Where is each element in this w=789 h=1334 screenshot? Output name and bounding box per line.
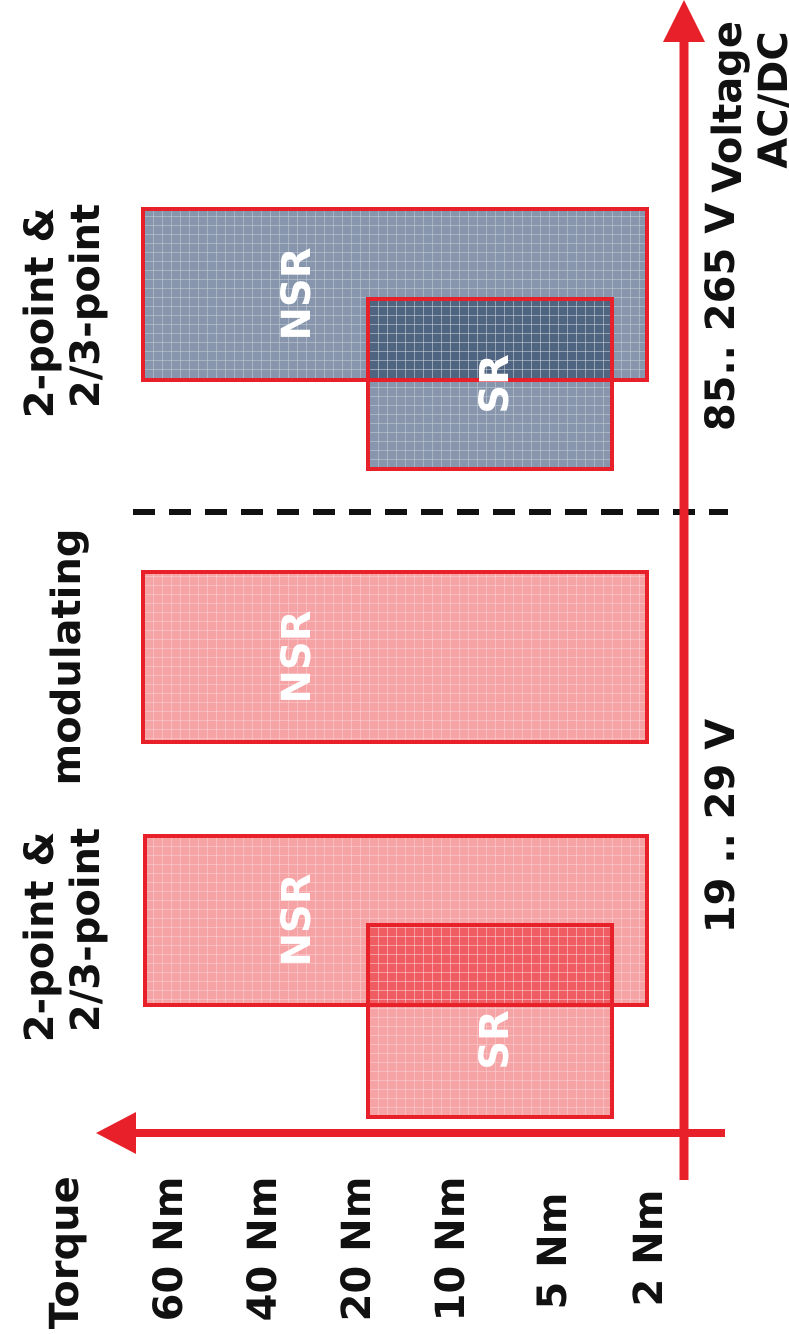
- sr-label: SR: [472, 1010, 518, 1070]
- torque-axis-arrow-icon: [96, 1112, 136, 1154]
- group-label-low-2point: 2-point & 2/3-point: [17, 818, 109, 1043]
- voltage-axis: [663, 0, 705, 1180]
- torque-axis-title: Torque: [42, 1176, 88, 1329]
- group-high-voltage-2point: NSR SR: [141, 207, 649, 471]
- torque-tick-60: 60 Nm: [146, 1177, 192, 1322]
- torque-tick-10: 10 Nm: [428, 1177, 474, 1322]
- group-label-high-2point: 2-point & 2/3-point: [17, 194, 109, 419]
- torque-tick-5: 5 Nm: [530, 1193, 576, 1310]
- voltage-range-low: 19 .. 29 V: [698, 719, 744, 933]
- group-low-voltage-2point: NSR SR: [143, 834, 649, 1119]
- voltage-range-high: 85.. 265 V: [698, 203, 744, 431]
- voltage-axis-title: Voltage AC/DC: [705, 7, 789, 193]
- torque-tick-20: 20 Nm: [334, 1177, 380, 1322]
- group-low-voltage-modulating: NSR: [141, 570, 649, 744]
- sr-label: SR: [472, 354, 518, 414]
- torque-axis: [96, 1112, 725, 1154]
- group-label-modulating: modulating: [44, 529, 90, 786]
- voltage-axis-arrow-icon: [663, 0, 705, 42]
- torque-tick-40: 40 Nm: [240, 1177, 286, 1322]
- nsr-label: NSR: [274, 247, 320, 340]
- nsr-label: NSR: [274, 610, 320, 703]
- torque-tick-2: 2 Nm: [626, 1190, 672, 1307]
- nsr-label: NSR: [274, 873, 320, 966]
